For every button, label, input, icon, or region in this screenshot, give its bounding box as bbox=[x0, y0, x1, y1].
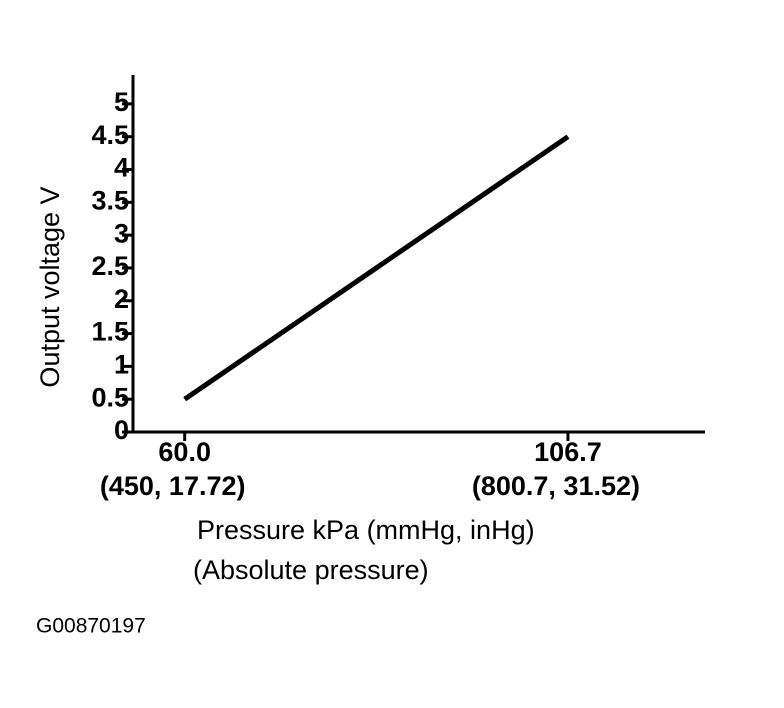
x-tick-sublabel: (800.7, 31.52) bbox=[472, 471, 640, 501]
y-axis-label: Output voltage V bbox=[35, 186, 65, 387]
y-tick-label: 5 bbox=[114, 87, 129, 117]
y-tick-label: 4 bbox=[114, 153, 129, 183]
x-tick-label: 60.0 bbox=[158, 437, 211, 467]
x-tick-label: 106.7 bbox=[534, 437, 602, 467]
y-tick-label: 3.5 bbox=[91, 185, 129, 215]
y-tick-label: 0 bbox=[114, 415, 129, 445]
figure-id: G00870197 bbox=[36, 615, 146, 638]
y-tick-label: 0.5 bbox=[91, 382, 129, 412]
x-tick-sublabel: (450, 17.72) bbox=[100, 471, 246, 501]
y-tick-label: 2.5 bbox=[91, 251, 129, 281]
y-tick-label: 2 bbox=[114, 284, 129, 314]
x-axis-label: Pressure kPa (mmHg, inHg) bbox=[197, 515, 535, 545]
data-line bbox=[183, 134, 570, 402]
y-tick-label: 1 bbox=[114, 350, 129, 380]
y-tick-label: 4.5 bbox=[91, 120, 129, 150]
y-tick-label: 3 bbox=[114, 218, 129, 248]
x-axis-label: (Absolute pressure) bbox=[193, 555, 429, 585]
y-tick-label: 1.5 bbox=[91, 317, 129, 347]
